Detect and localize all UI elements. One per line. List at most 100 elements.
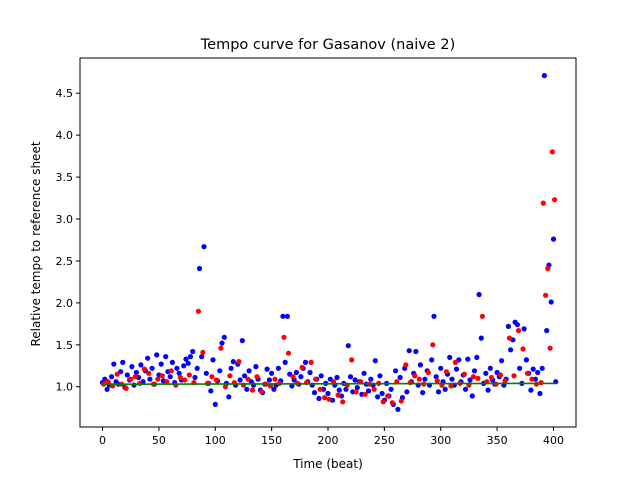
data-point	[420, 390, 426, 396]
data-point	[470, 374, 476, 380]
data-point	[109, 374, 115, 380]
data-point	[385, 393, 391, 399]
y-tick-label: 4.5	[56, 87, 74, 100]
data-point	[343, 386, 349, 392]
y-tick-label: 3.5	[56, 171, 74, 184]
data-point	[242, 373, 248, 379]
data-point	[552, 197, 558, 203]
data-point	[530, 366, 536, 372]
data-point	[487, 365, 493, 371]
data-point	[111, 361, 117, 367]
data-point	[239, 338, 245, 344]
data-point	[208, 388, 214, 394]
data-point	[537, 390, 543, 397]
data-point	[443, 369, 449, 375]
data-point	[448, 383, 454, 389]
data-point	[476, 291, 482, 298]
data-point	[345, 343, 351, 349]
x-axis-label: Time (beat)	[292, 457, 363, 471]
data-point	[368, 376, 374, 382]
data-point	[447, 354, 453, 360]
data-point	[413, 348, 419, 355]
data-point	[366, 388, 372, 394]
data-point	[129, 364, 135, 370]
data-point	[290, 374, 296, 380]
data-point	[221, 334, 227, 340]
data-point	[181, 363, 187, 369]
x-tick-label: 350	[487, 434, 508, 447]
data-point	[538, 380, 544, 386]
data-point	[499, 358, 505, 364]
data-point	[104, 386, 110, 392]
y-axis-label: Relative tempo to reference sheet	[29, 141, 43, 346]
data-point	[377, 373, 383, 379]
y-tick-label: 2.5	[56, 255, 74, 268]
data-point	[203, 370, 209, 376]
x-tick-label: 250	[374, 434, 395, 447]
data-point	[550, 236, 557, 242]
data-point	[280, 313, 286, 319]
data-point	[422, 376, 428, 382]
data-point	[164, 379, 170, 385]
data-point	[539, 365, 545, 371]
y-tick-label: 1.0	[56, 381, 74, 394]
y-tick-label: 4.0	[56, 129, 74, 142]
data-point	[272, 376, 278, 382]
data-point	[253, 364, 259, 370]
data-point	[547, 345, 553, 351]
data-point	[173, 382, 179, 388]
data-point	[183, 356, 189, 362]
data-point	[485, 387, 491, 393]
data-point	[282, 359, 288, 365]
data-point	[442, 386, 448, 392]
data-point	[389, 400, 395, 406]
data-point	[417, 362, 423, 368]
data-point	[149, 365, 155, 371]
data-point	[353, 389, 359, 395]
y-tick-label: 1.5	[56, 339, 74, 352]
data-point	[508, 347, 514, 353]
data-point	[195, 308, 201, 314]
data-point	[123, 385, 129, 391]
data-point	[124, 372, 130, 378]
data-point	[236, 359, 242, 365]
data-point	[146, 370, 152, 376]
data-point	[452, 359, 458, 365]
data-point	[461, 371, 467, 377]
data-point	[352, 377, 358, 383]
data-point	[524, 370, 531, 376]
data-point	[163, 354, 169, 360]
data-point	[335, 392, 341, 398]
data-point	[354, 385, 360, 391]
data-point	[226, 394, 232, 400]
data-point	[190, 348, 196, 355]
y-tick-label: 2.0	[56, 297, 74, 310]
data-point	[514, 322, 521, 328]
data-point	[271, 386, 277, 392]
data-point	[145, 355, 151, 361]
data-point	[222, 384, 228, 390]
data-point	[132, 374, 138, 380]
data-point	[535, 369, 541, 376]
data-point	[245, 376, 251, 382]
data-point	[219, 340, 225, 346]
data-point	[375, 394, 381, 400]
data-point	[479, 313, 485, 319]
data-point	[264, 366, 270, 372]
data-point	[210, 357, 216, 363]
data-point	[298, 374, 304, 380]
data-point	[326, 396, 332, 402]
x-tick-label: 150	[261, 434, 282, 447]
data-point	[133, 369, 139, 376]
data-point	[209, 374, 215, 380]
reference-line	[102, 382, 556, 386]
data-point	[488, 374, 495, 381]
data-point	[361, 370, 367, 376]
data-point	[105, 379, 111, 385]
y-tick-label: 3.0	[56, 213, 74, 226]
data-point	[217, 368, 223, 374]
data-point	[182, 377, 188, 383]
data-point	[284, 313, 290, 319]
